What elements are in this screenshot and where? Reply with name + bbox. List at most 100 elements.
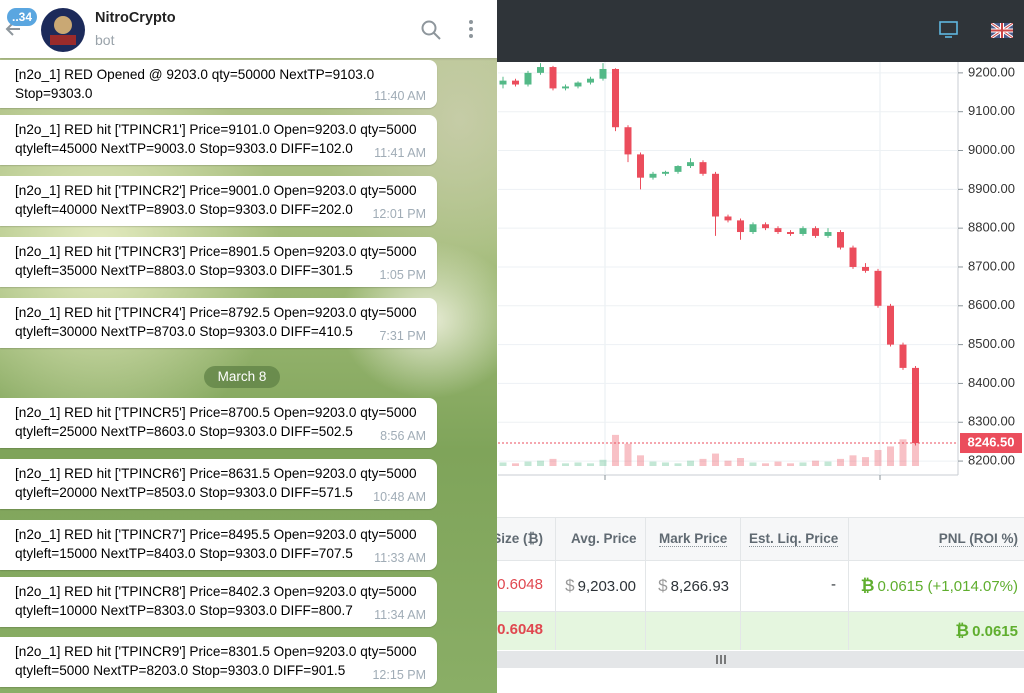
column-header: Est. Liq. Price [749, 531, 839, 547]
currency-symbol: ₿ [860, 576, 875, 595]
volume-bar [899, 439, 907, 466]
candle-body [762, 224, 769, 229]
message-text: qtyleft=15000 NextTP=8403.0 Stop=9303.0 … [15, 546, 353, 561]
column-divider [740, 517, 741, 650]
y-tick-label: 8200.00 [968, 453, 1015, 468]
message-time: 1:05 PM [379, 268, 426, 282]
date-separator: March 8 [204, 366, 280, 388]
candle-body [662, 171, 669, 174]
volume-bar [624, 443, 632, 466]
y-tick-label: 8400.00 [968, 375, 1015, 390]
candle-body [537, 67, 544, 73]
currency-symbol: $ [658, 576, 668, 595]
message-text: Stop=9303.0 [15, 86, 93, 101]
table-cell: $8,266.93 [658, 576, 729, 596]
volume-bar [674, 463, 682, 466]
y-tick-label: 8600.00 [968, 297, 1015, 312]
message-bubble: [n2o_1] RED hit ['TPINCR4'] Price=8792.5… [0, 298, 437, 348]
message-text: [n2o_1] RED hit ['TPINCR3'] Price=8901.5… [15, 244, 417, 259]
volume-bar [887, 446, 894, 466]
volume-bar [737, 458, 744, 466]
volume-bar [787, 463, 794, 466]
message-time: 11:41 AM [374, 146, 426, 160]
message-text: [n2o_1] RED hit ['TPINCR6'] Price=8631.5… [15, 466, 417, 481]
candle-body [574, 82, 582, 87]
message-text: [n2o_1] RED hit ['TPINCR2'] Price=9001.0… [15, 183, 417, 198]
candle-body [674, 166, 682, 172]
candle-body [524, 72, 532, 85]
column-divider [555, 517, 556, 650]
price-chart: 8200.00 8300.00 8400.00 8500.00 8600.00 8700.… [498, 62, 1022, 480]
volume-bar [662, 462, 669, 466]
volume-bar [612, 434, 619, 466]
message-bubble: [n2o_1] RED hit ['TPINCR3'] Price=8901.5… [0, 237, 437, 287]
message-text: [n2o_1] RED hit ['TPINCR1'] Price=9101.0… [15, 122, 417, 137]
message-bubble: [n2o_1] RED hit ['TPINCR6'] Price=8631.5… [0, 459, 437, 509]
candle-body [899, 344, 907, 368]
menu-icon[interactable] [465, 19, 477, 41]
volume-bar [837, 458, 844, 466]
table-cell: $9,203.00 [565, 576, 636, 596]
language-flag[interactable] [991, 23, 1013, 38]
volume-bar [774, 461, 782, 466]
row-divider [0, 611, 1024, 612]
volume-bar [699, 458, 707, 466]
volume-bar [537, 460, 544, 466]
cell-value: 9,203.00 [577, 578, 636, 595]
volume-bar [637, 455, 644, 466]
message-text: [n2o_1] RED hit ['TPINCR7'] Price=8495.5… [15, 527, 417, 542]
chat-status: bot [95, 32, 115, 48]
cell-value: 0.6048 [497, 621, 543, 638]
scroll-grip[interactable] [714, 654, 728, 665]
last-price-label: 8246.50 [968, 434, 1015, 449]
candle-body [562, 86, 569, 89]
column-header: Mark Price [659, 531, 728, 547]
message-text: [n2o_1] RED hit ['TPINCR4'] Price=8792.5… [15, 305, 417, 320]
volume-bar [587, 463, 594, 466]
candle-body [612, 68, 619, 128]
cell-value: 0.6048 [497, 576, 543, 593]
candle-body [787, 232, 794, 234]
currency-symbol: ₿ [955, 621, 970, 640]
candle-body [549, 67, 557, 89]
y-tick-label: 8800.00 [968, 220, 1015, 235]
message-time: 10:48 AM [373, 490, 426, 504]
candle-body [724, 216, 732, 221]
volume-bar [499, 462, 507, 466]
candle-body [799, 228, 807, 234]
unread-badge[interactable]: ..34 [7, 8, 38, 26]
message-text: qtyleft=30000 NextTP=8703.0 Stop=9303.0 … [15, 324, 353, 339]
message-text: qtyleft=40000 NextTP=8903.0 Stop=9303.0 … [15, 202, 353, 217]
candle-body [812, 228, 819, 236]
y-tick-label: 8700.00 [968, 258, 1015, 273]
candle-body [687, 162, 694, 167]
volume-bar [549, 458, 557, 466]
volume-bar [912, 426, 919, 466]
search-icon[interactable] [420, 19, 442, 41]
column-header: Avg. Price [571, 531, 637, 546]
volume-bar [849, 455, 857, 466]
screen-icon[interactable] [938, 20, 960, 40]
column-header: PNL (ROI %) [938, 531, 1018, 547]
volume-bar [874, 450, 882, 466]
avatar[interactable] [40, 7, 86, 53]
candle-body [849, 247, 857, 267]
candle-body [512, 80, 519, 85]
candle-body [874, 270, 882, 306]
currency-symbol: $ [565, 576, 575, 595]
table-cell: ₿ 0.0615 (+1,014.07%) [861, 576, 1018, 596]
message-text: [n2o_1] RED Opened @ 9203.0 qty=50000 Ne… [15, 67, 375, 82]
y-tick-label: 8500.00 [968, 336, 1015, 351]
volume-bar [562, 463, 569, 466]
candle-body [624, 127, 632, 155]
message-text: qtyleft=25000 NextTP=8603.0 Stop=9303.0 … [15, 424, 353, 439]
telegram-chat: ..34 NitroCrypto bot [n2o_1] RED Opened … [0, 0, 497, 693]
message-text: qtyleft=35000 NextTP=8803.0 Stop=9303.0 … [15, 263, 353, 278]
message-text: [n2o_1] RED hit ['TPINCR8'] Price=8402.3… [15, 584, 417, 599]
message-bubble: [n2o_1] RED hit ['TPINCR1'] Price=9101.0… [0, 115, 437, 165]
candle-body [649, 173, 657, 178]
y-tick-label: 9000.00 [968, 142, 1015, 157]
message-time: 11:33 AM [374, 551, 426, 565]
candle-body [599, 68, 607, 79]
volume-bar [824, 461, 832, 466]
